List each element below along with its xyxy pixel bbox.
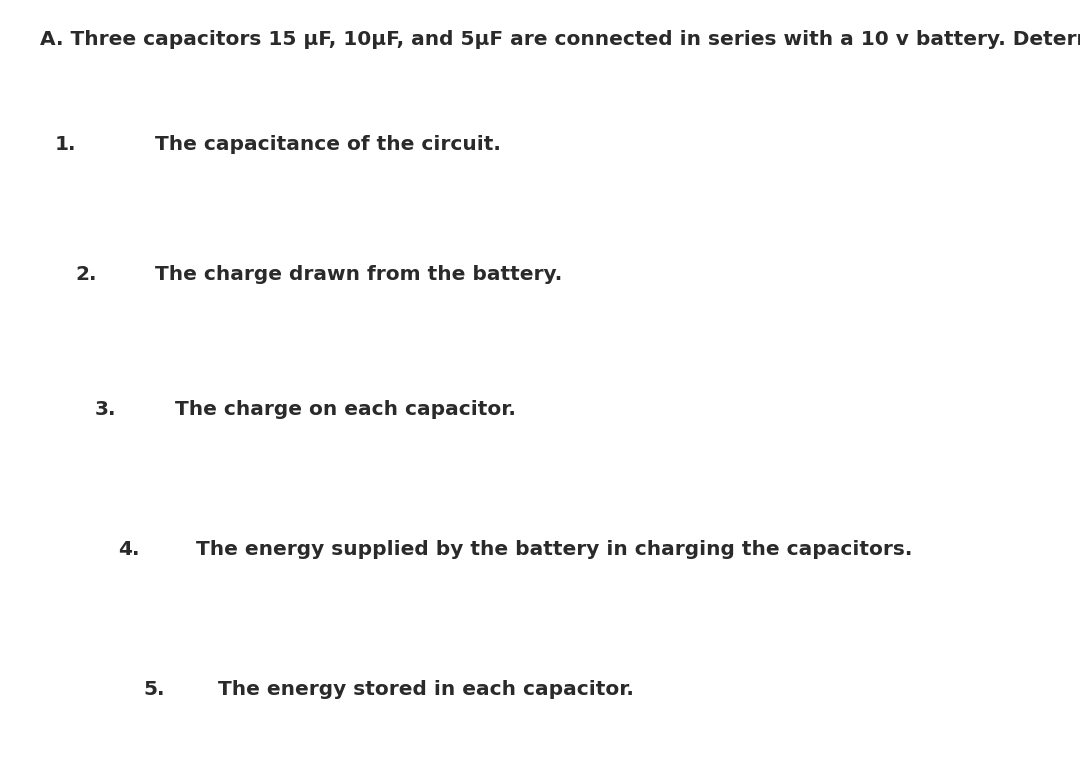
Text: 1.: 1. [55,135,77,154]
Text: 2.: 2. [75,265,96,284]
Text: 5.: 5. [143,680,164,699]
Text: The energy stored in each capacitor.: The energy stored in each capacitor. [218,680,634,699]
Text: The charge on each capacitor.: The charge on each capacitor. [175,400,516,419]
Text: 4.: 4. [118,540,139,559]
Text: 3.: 3. [95,400,117,419]
Text: The energy supplied by the battery in charging the capacitors.: The energy supplied by the battery in ch… [195,540,913,559]
Text: The capacitance of the circuit.: The capacitance of the circuit. [156,135,501,154]
Text: The charge drawn from the battery.: The charge drawn from the battery. [156,265,563,284]
Text: A. Three capacitors 15 μF, 10μF, and 5μF are connected in series with a 10 v bat: A. Three capacitors 15 μF, 10μF, and 5μF… [40,30,1080,49]
